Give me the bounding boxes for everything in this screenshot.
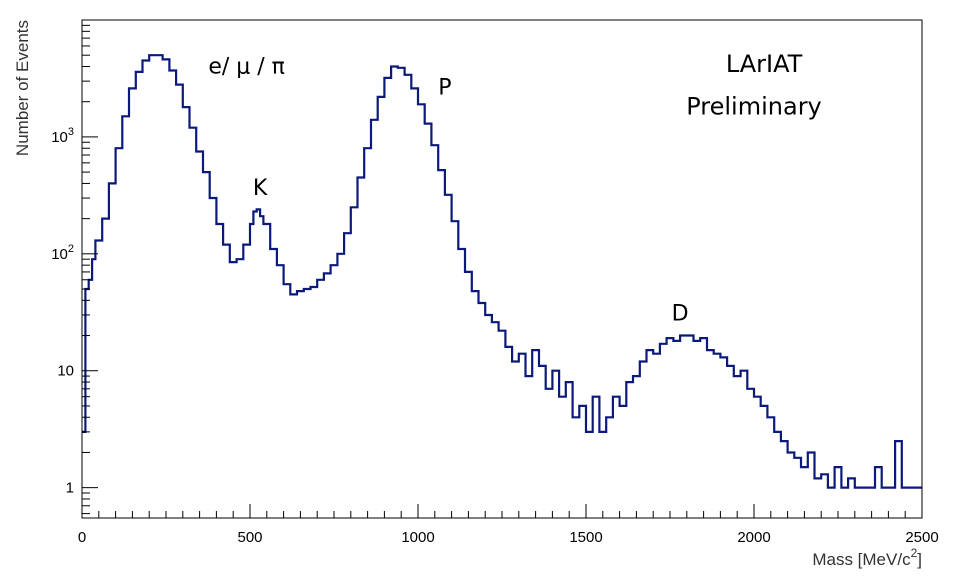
y-tick-label: 102 (51, 243, 74, 263)
x-tick-label: 500 (237, 529, 262, 546)
annotation-peak-d: D (672, 301, 689, 326)
axes (81, 19, 923, 519)
x-tick-label: 0 (78, 529, 86, 546)
annotation-peak-k: K (253, 176, 268, 201)
x-tick-label: 1000 (401, 529, 434, 546)
x-tick-label: 1500 (569, 529, 602, 546)
annotation-peak-p: P (438, 76, 451, 101)
x-axis-title: Mass [MeV/c2] (812, 546, 922, 569)
y-axis-title: Number of Events (13, 20, 32, 156)
x-tick-label: 2000 (737, 529, 770, 546)
x-tick-label: 2500 (905, 529, 938, 546)
annotation-lariat: LArIAT (726, 50, 803, 78)
y-tick-label: 1 (66, 480, 74, 497)
annotation-peak-emupi: e/ μ / π (208, 54, 285, 79)
annotation-preliminary: Preliminary (686, 93, 822, 121)
annotations: 0 500 1000 1500 2000 2500 1 10 102 103 Mass [MeV/c… (13, 20, 939, 569)
histogram-series-0 (82, 54, 922, 489)
plot-area (82, 54, 922, 489)
y-tick-label: 10 (57, 363, 74, 380)
y-tick-label: 103 (51, 126, 74, 146)
